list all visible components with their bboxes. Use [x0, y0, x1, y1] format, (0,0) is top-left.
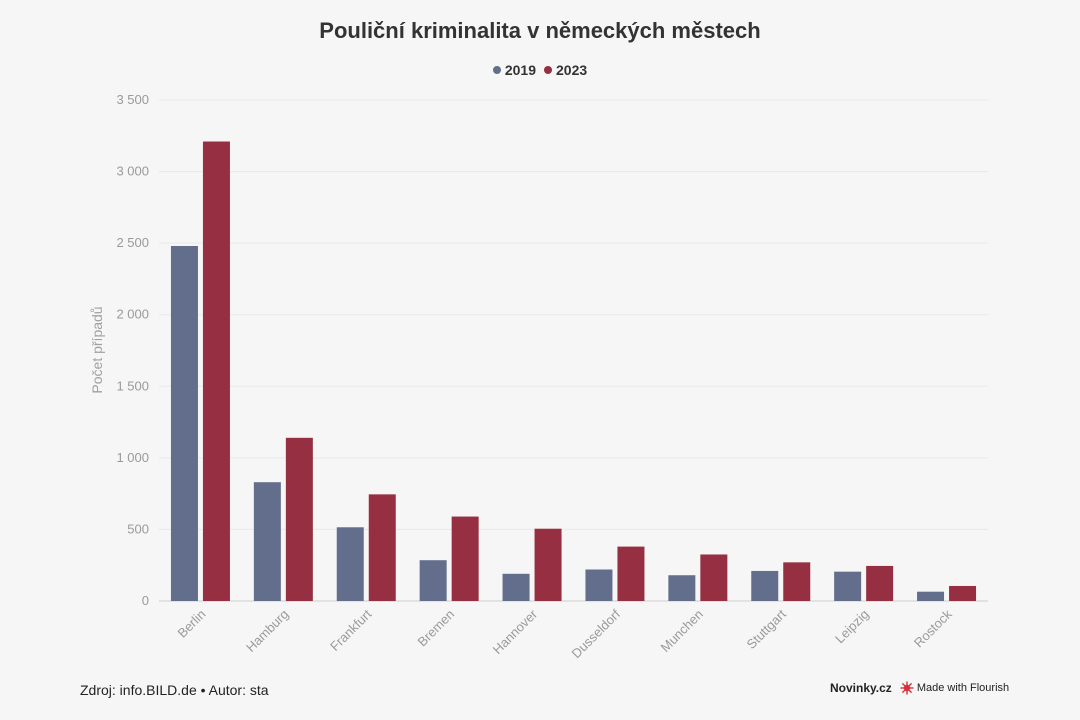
flourish-label: Made with Flourish	[916, 682, 1010, 694]
x-tick-label: Dusseldorf	[569, 606, 624, 661]
brand-logo[interactable]: Novinky.cz	[830, 681, 892, 695]
x-tick-label: Stuttgart	[744, 606, 790, 652]
bar-2019-rostock	[917, 591, 945, 601]
bar-2023-hannover	[534, 528, 562, 601]
bar-2019-bremen	[419, 560, 447, 601]
y-tick-label: 2 500	[116, 235, 149, 250]
y-tick-label: 0	[142, 593, 149, 608]
x-tick-label: Hamburg	[243, 607, 291, 655]
bar-2023-frankfurt	[368, 494, 396, 601]
x-tick-label: Berlin	[174, 607, 208, 641]
flourish-credit[interactable]: Made with Flourish	[900, 681, 1009, 695]
x-tick-label: Leipzig	[832, 607, 872, 647]
legend-label-2019: 2019	[504, 62, 536, 78]
y-tick-label: 500	[127, 521, 149, 536]
bar-2019-berlin	[170, 246, 198, 601]
bar-2019-frankfurt	[336, 527, 364, 601]
bar-2019-hamburg	[253, 482, 281, 601]
bar-2019-stuttgart	[751, 570, 779, 601]
bar-2023-bremen	[451, 516, 479, 601]
source-credit: Zdroj: info.BILD.de • Autor: sta	[80, 682, 269, 698]
y-tick-label: 2 000	[116, 307, 149, 322]
x-tick-label: Munchen	[658, 607, 706, 655]
bar-2023-leipzig	[866, 565, 894, 601]
footer-brand: Novinky.cz Made with Flourish	[830, 681, 1009, 695]
legend-item-2023[interactable]: 2023	[544, 62, 587, 78]
x-tick-label: Hannover	[490, 606, 541, 657]
bar-2023-munchen	[700, 554, 728, 601]
legend: 2019 2023	[0, 62, 1080, 78]
chart-title: Pouliční kriminalita v německých městech	[319, 18, 761, 43]
bar-2023-dusseldorf	[617, 546, 645, 601]
x-tick-label: Rostock	[911, 606, 955, 650]
y-axis-title: Počet případů	[89, 306, 105, 393]
legend-dot-2023	[544, 66, 552, 74]
y-tick-label: 3 000	[116, 164, 149, 179]
legend-label-2023: 2023	[556, 62, 588, 78]
y-tick-label: 1 000	[116, 450, 149, 465]
bar-2023-stuttgart	[783, 562, 811, 601]
bar-2019-leipzig	[834, 571, 862, 601]
legend-item-2019[interactable]: 2019	[492, 62, 536, 78]
bar-2019-dusseldorf	[585, 569, 613, 601]
y-tick-label: 3 500	[116, 92, 149, 107]
bar-2019-munchen	[668, 575, 696, 601]
bar-2019-hannover	[502, 573, 530, 601]
y-tick-label: 1 500	[116, 378, 149, 393]
x-tick-label: Bremen	[414, 607, 457, 650]
x-tick-label: Frankfurt	[327, 606, 375, 654]
legend-dot-2019	[492, 66, 501, 74]
flourish-icon	[900, 681, 914, 695]
bar-2023-berlin	[202, 141, 230, 602]
bar-2023-rostock	[949, 585, 977, 601]
bar-2023-hamburg	[285, 437, 313, 601]
